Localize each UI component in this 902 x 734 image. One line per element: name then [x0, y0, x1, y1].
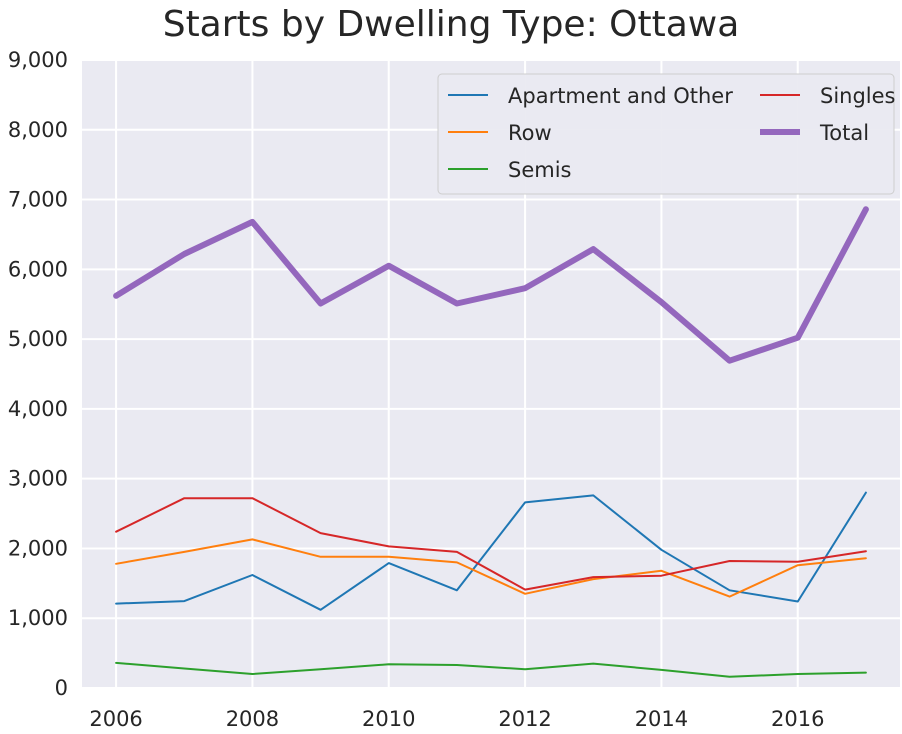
y-tick-label: 3,000: [8, 467, 68, 491]
x-tick-label: 2014: [635, 707, 688, 731]
series-lines: [113, 206, 869, 678]
legend-label: Row: [508, 121, 552, 145]
chart-title: Starts by Dwelling Type: Ottawa: [162, 4, 740, 45]
series-line-total: [113, 206, 869, 364]
series-line-row: [115, 538, 867, 598]
y-tick-label: 8,000: [8, 118, 68, 142]
x-tick-label: 2010: [362, 707, 415, 731]
y-tick-label: 0: [55, 676, 68, 700]
y-tick-label: 9,000: [8, 48, 68, 72]
legend-label: Total: [819, 121, 869, 145]
y-tick-label: 2,000: [8, 536, 68, 560]
x-axis-ticks: 2006 2008 2010 2012 2014 2016: [89, 707, 824, 731]
y-tick-label: 6,000: [8, 257, 68, 281]
x-tick-label: 2012: [498, 707, 551, 731]
legend-label: Semis: [508, 158, 571, 182]
series-line-singles: [115, 497, 867, 591]
y-tick-label: 1,000: [8, 606, 68, 630]
y-tick-label: 7,000: [8, 188, 68, 212]
y-tick-label: 5,000: [8, 327, 68, 351]
legend: Apartment and Other Row Semis Singles Total: [437, 73, 896, 195]
grid-lines: [82, 59, 900, 689]
legend-box: [437, 73, 895, 195]
legend-label: Singles: [820, 84, 896, 108]
legend-label: Apartment and Other: [508, 84, 733, 108]
y-axis-ticks: 0 1,000 2,000 3,000 4,000 5,000 6,000 7,000 8,00…: [8, 48, 68, 700]
x-tick-label: 2008: [226, 707, 279, 731]
series-line-semis: [115, 661, 867, 678]
y-tick-label: 4,000: [8, 397, 68, 421]
x-tick-label: 2006: [89, 707, 142, 731]
x-tick-label: 2016: [771, 707, 824, 731]
